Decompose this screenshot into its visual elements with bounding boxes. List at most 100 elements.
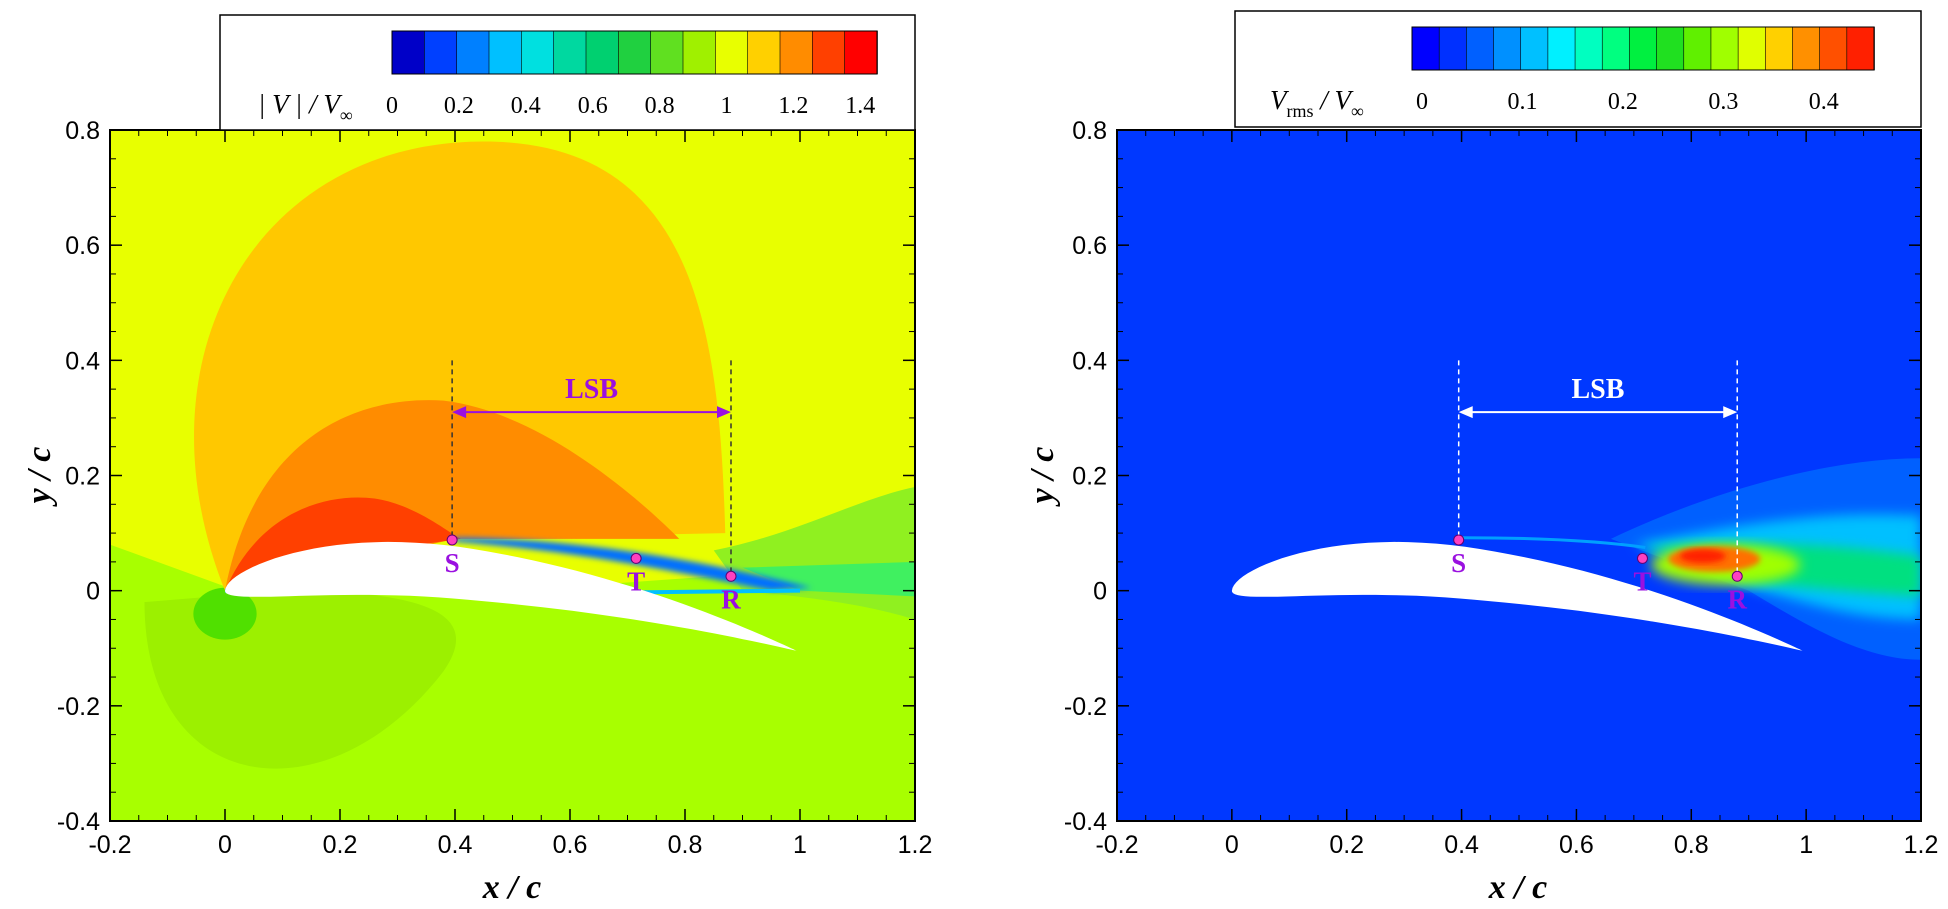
airfoil bbox=[1231, 541, 1803, 651]
colorbar-swatch bbox=[747, 30, 781, 75]
y-tick-label: 0 bbox=[86, 578, 100, 606]
marker-label-t: T bbox=[1633, 566, 1651, 596]
colorbar-tick-label: 0 bbox=[386, 93, 398, 119]
marker-point-t bbox=[1636, 552, 1648, 564]
colorbar-tick-label: 0.3 bbox=[1708, 89, 1738, 115]
colorbar-swatch bbox=[553, 30, 587, 75]
lsb-arrowhead-left bbox=[452, 406, 467, 419]
marker-point-t bbox=[630, 552, 642, 564]
x-axis-label: x / c bbox=[482, 869, 542, 906]
colorbar-outline bbox=[391, 30, 878, 75]
x-tick-label: 0.2 bbox=[1329, 831, 1364, 859]
marker-point-s bbox=[446, 534, 458, 546]
y-tick-label: 0.8 bbox=[1072, 117, 1107, 145]
x-tick-label: -0.2 bbox=[1095, 831, 1138, 859]
colorbar-swatch bbox=[779, 30, 814, 75]
contour-shear-layer bbox=[1461, 536, 1646, 549]
colorbar-outline bbox=[1411, 26, 1875, 71]
x-axis-label: x / c bbox=[1488, 869, 1548, 906]
x-tick-label: 0.6 bbox=[1559, 831, 1594, 859]
colorbar-swatch bbox=[1601, 26, 1631, 71]
colorbar-tick-label: 0.4 bbox=[511, 93, 541, 119]
colorbar-legend: 0 0.1 0.2 0.3 0.4 Vrms / V∞ bbox=[1234, 10, 1922, 128]
colorbar-swatch bbox=[618, 30, 652, 75]
y-axis-label: y / c bbox=[1024, 447, 1061, 508]
colorbar-title: Vrms / V∞ bbox=[1270, 85, 1364, 121]
colorbar-swatch bbox=[1438, 26, 1468, 71]
colorbar-title: | V | / V∞ bbox=[258, 89, 353, 125]
colorbar-title-mid: / V bbox=[1314, 85, 1355, 115]
axes: -0.2 0 0.2 0.4 0.6 0.8 1 1.2-0.4-0.200.20.40.60… bbox=[57, 117, 932, 859]
colorbar-swatch bbox=[682, 30, 717, 75]
colorbar-tick-label: 1 bbox=[720, 93, 732, 119]
axes: -0.2 0 0.2 0.4 0.6 0.8 1 1.2-0.4-0.200.20.40.60… bbox=[1064, 117, 1938, 859]
airfoil bbox=[225, 541, 797, 651]
x-tick-label: 0.8 bbox=[668, 831, 703, 859]
contour-freestream bbox=[1117, 130, 1921, 821]
colorbar-swatch bbox=[1846, 26, 1875, 71]
velocity-magnitude-panel: -0.2 0 0.2 0.4 0.6 0.8 1 1.2-0.4-0.200.20.40.60… bbox=[21, 14, 932, 906]
contour-peak-lobe bbox=[225, 497, 461, 591]
colorbar-tick-label: 0 bbox=[1416, 89, 1428, 115]
colorbar-tick-label: 0.2 bbox=[1608, 89, 1638, 115]
lsb-label: LSB bbox=[1571, 374, 1624, 405]
colorbar-title-sub: rms bbox=[1287, 101, 1314, 121]
x-tick-label: 0.2 bbox=[323, 831, 358, 859]
colorbar-swatch bbox=[1792, 26, 1821, 71]
colorbar-swatch bbox=[456, 30, 490, 75]
colorbar-swatch bbox=[812, 30, 846, 75]
contour-wake bbox=[742, 561, 915, 597]
velocity-contour-field bbox=[110, 130, 915, 821]
x-tick-label: 0.6 bbox=[553, 831, 588, 859]
colorbar-swatch bbox=[1819, 26, 1848, 71]
marker-point-r bbox=[1731, 570, 1743, 582]
colorbar-tick-label: 1.4 bbox=[845, 93, 875, 119]
lsb-label: LSB bbox=[565, 374, 618, 405]
colorbar-swatch bbox=[1520, 26, 1549, 71]
colorbar-swatch bbox=[1411, 26, 1440, 71]
x-tick-label: 0.8 bbox=[1674, 831, 1709, 859]
colorbar-swatch bbox=[1574, 26, 1604, 71]
colorbar-swatch bbox=[1629, 26, 1658, 71]
y-tick-label: -0.4 bbox=[1064, 808, 1107, 836]
colorbar-tick-label: 0.1 bbox=[1507, 89, 1537, 115]
y-tick-label: 0.6 bbox=[1072, 232, 1107, 260]
y-tick-label: -0.2 bbox=[1064, 693, 1107, 721]
colorbar-tick-label: 1.2 bbox=[778, 93, 808, 119]
y-tick-label: 0.2 bbox=[1072, 463, 1107, 491]
y-tick-label: 0 bbox=[1093, 578, 1107, 606]
x-tick-label: 0 bbox=[1225, 831, 1239, 859]
y-tick-label: 0.6 bbox=[65, 232, 100, 260]
y-tick-label: -0.4 bbox=[57, 808, 100, 836]
colorbar-title-sub: ∞ bbox=[340, 105, 353, 125]
x-tick-label: 1.2 bbox=[898, 831, 933, 859]
colorbar-swatch bbox=[1710, 26, 1739, 71]
marker-point-r bbox=[725, 570, 737, 582]
colorbar-legend: 0 0.2 0.4 0.6 0.8 1 1.2 1.4 | V | / V∞ bbox=[219, 14, 916, 131]
rms-fluctuation-panel: -0.2 0 0.2 0.4 0.6 0.8 1 1.2-0.4-0.200.20.40.60… bbox=[1024, 10, 1938, 906]
contour-stagnation bbox=[193, 587, 257, 640]
colorbar-tick-label: 0.2 bbox=[444, 93, 474, 119]
y-tick-label: 0.8 bbox=[65, 117, 100, 145]
x-tick-label: 0.4 bbox=[438, 831, 473, 859]
y-tick-label: 0.4 bbox=[1072, 347, 1107, 375]
colorbar-swatch bbox=[585, 30, 620, 75]
colorbar-swatch bbox=[1764, 26, 1794, 71]
colorbar-tick-label: 0.8 bbox=[645, 93, 675, 119]
colorbar-swatch bbox=[1466, 26, 1495, 71]
colorbar-swatch bbox=[424, 30, 458, 75]
marker-label-s: S bbox=[1451, 548, 1466, 578]
colorbar-swatch bbox=[1737, 26, 1767, 71]
colorbar-title-sub2: ∞ bbox=[1351, 101, 1364, 121]
x-tick-label: 1 bbox=[1799, 831, 1813, 859]
colorbar-title-main: V bbox=[1270, 85, 1290, 115]
marker-point-s bbox=[1453, 534, 1465, 546]
marker-label-r: R bbox=[721, 584, 741, 614]
y-tick-label: 0.2 bbox=[65, 463, 100, 491]
colorbar-swatch bbox=[1493, 26, 1522, 71]
colorbar-swatch bbox=[488, 30, 523, 75]
colorbar-swatch bbox=[844, 30, 878, 75]
colorbar-tick-label: 0.6 bbox=[578, 93, 608, 119]
colorbar-swatch bbox=[1656, 26, 1685, 71]
